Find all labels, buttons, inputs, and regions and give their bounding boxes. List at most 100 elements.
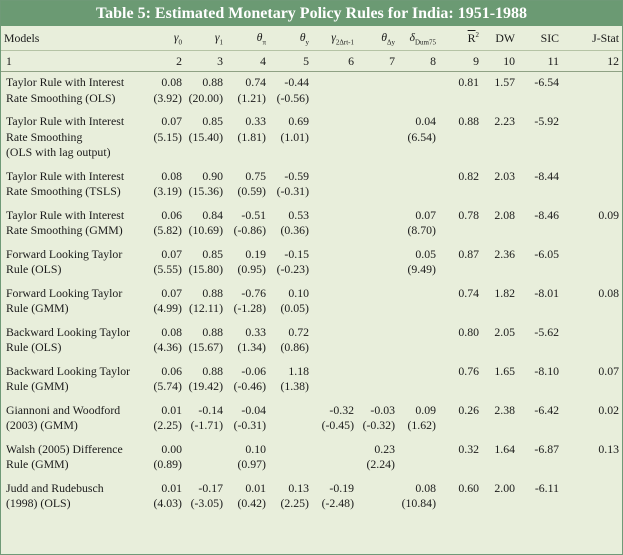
coefficient-value: 0.23 bbox=[374, 441, 395, 456]
coefficient-value: 0.06 bbox=[161, 207, 182, 222]
model-name-line: Rate Smoothing (TSLS) bbox=[6, 184, 121, 198]
t-statistic: (0.59) bbox=[237, 184, 266, 198]
estimate-cell: 0.75 (0.59) bbox=[226, 166, 269, 205]
model-name: Taylor Rule with Interest Rate Smoothing … bbox=[1, 166, 144, 205]
estimate-cell bbox=[312, 361, 357, 400]
estimate-cell: 0.69 (1.01) bbox=[269, 111, 312, 166]
table-row: Forward Looking Taylor Rule (OLS) 0.07 (5.5… bbox=[1, 244, 622, 283]
estimate-cell: 0.87 bbox=[439, 244, 482, 283]
header-row: Models γ0 γ1 θπ θy γ2Δrt-1 θΔy δDum75 R2… bbox=[1, 26, 622, 51]
coefficient-value: 0.06 bbox=[161, 363, 182, 378]
model-name-line: (OLS with lag output) bbox=[6, 145, 111, 159]
coefficient-value: 2.00 bbox=[494, 480, 515, 495]
coefficient-value: 2.03 bbox=[494, 168, 515, 183]
estimate-cell: 0.76 bbox=[439, 361, 482, 400]
coefficient-value: 0.00 bbox=[161, 441, 182, 456]
estimate-cell: 0.19 (0.95) bbox=[226, 244, 269, 283]
coefficient-value: 0.08 bbox=[161, 168, 182, 183]
estimate-cell: 0.88 (12.11) bbox=[185, 283, 226, 322]
t-statistic: (-0.56) bbox=[276, 90, 309, 105]
coefficient-value: 0.32 bbox=[458, 441, 479, 456]
coefficient-value: -0.04 bbox=[241, 402, 266, 417]
estimate-cell: 0.00 (0.89) bbox=[144, 439, 185, 478]
estimate-cell: 1.64 bbox=[482, 439, 518, 478]
estimate-cell bbox=[312, 111, 357, 166]
t-statistic: (1.81) bbox=[237, 129, 266, 144]
coefficient-value: 0.76 bbox=[458, 363, 479, 378]
estimate-cell: 0.07 bbox=[562, 361, 622, 400]
coefficient-value: 0.10 bbox=[245, 441, 266, 456]
t-statistic: (15.40) bbox=[188, 129, 223, 144]
estimate-cell: 0.74 (1.21) bbox=[226, 72, 269, 112]
coefficient-value: 0.80 bbox=[458, 324, 479, 339]
table-row: Giannoni and Woodford (2003) (GMM) 0.01 (2.… bbox=[1, 400, 622, 439]
coefficient-value: 0.78 bbox=[458, 207, 479, 222]
coefficient-value: 0.26 bbox=[458, 402, 479, 417]
coefficient-value: 0.69 bbox=[288, 114, 309, 128]
t-statistic: (-2.48) bbox=[321, 496, 354, 510]
estimate-cell: 0.88 bbox=[439, 111, 482, 166]
coefficient-value: -5.92 bbox=[534, 114, 559, 128]
model-name-line: Taylor Rule with Interest bbox=[6, 207, 125, 222]
model-name-line: Walsh (2005) Difference bbox=[6, 441, 123, 456]
estimate-cell: 2.38 bbox=[482, 400, 518, 439]
coefficient-value: -0.03 bbox=[370, 402, 395, 417]
estimate-cell bbox=[357, 205, 398, 244]
header-delta-dum75: δDum75 bbox=[409, 29, 436, 47]
estimate-cell: 1.18 (1.38) bbox=[269, 361, 312, 400]
estimate-cell bbox=[269, 400, 312, 439]
coefficient-value: 0.09 bbox=[598, 207, 619, 222]
t-statistic: (-0.31) bbox=[233, 418, 266, 432]
estimate-cell: 0.01 (4.03) bbox=[144, 478, 185, 517]
t-statistic: (-0.86) bbox=[233, 223, 266, 237]
estimate-cell bbox=[398, 166, 439, 205]
estimate-cell: 2.03 bbox=[482, 166, 518, 205]
coefficient-value: -8.01 bbox=[534, 285, 559, 300]
table-row: Forward Looking Taylor Rule (GMM) 0.07 (4.9… bbox=[1, 283, 622, 322]
coefficient-value: -0.17 bbox=[198, 480, 223, 495]
table-row: Taylor Rule with Interest Rate Smoothing … bbox=[1, 72, 622, 112]
t-statistic: (15.67) bbox=[188, 340, 223, 354]
estimate-cell bbox=[398, 439, 439, 478]
t-statistic: (6.54) bbox=[407, 129, 436, 144]
coefficient-value: 0.72 bbox=[288, 324, 309, 339]
coefficient-value: 0.07 bbox=[161, 246, 182, 261]
estimate-cell: 0.88 (19.42) bbox=[185, 361, 226, 400]
estimate-cell bbox=[357, 322, 398, 361]
estimate-cell: 0.82 bbox=[439, 166, 482, 205]
coefficient-value: 2.36 bbox=[494, 246, 515, 261]
t-statistic: (8.70) bbox=[407, 223, 436, 237]
table-row: Walsh (2005) Difference Rule (GMM) 0.00 (0.… bbox=[1, 439, 622, 478]
coefficient-value: -6.54 bbox=[534, 75, 559, 89]
estimate-cell: 0.13 (2.25) bbox=[269, 478, 312, 517]
estimate-cell: 0.08 (3.19) bbox=[144, 166, 185, 205]
estimate-cell bbox=[562, 244, 622, 283]
estimate-cell: 0.08 bbox=[562, 283, 622, 322]
header-theta-pi: θπ bbox=[256, 29, 266, 47]
coefficient-value: 1.57 bbox=[494, 75, 515, 89]
model-name-line: Backward Looking Taylor bbox=[6, 363, 131, 378]
model-name: Taylor Rule with Interest Rate Smoothing … bbox=[1, 72, 144, 112]
estimate-cell bbox=[398, 322, 439, 361]
column-number: 2 bbox=[176, 53, 182, 68]
coefficient-value: -8.46 bbox=[534, 207, 559, 222]
coefficient-value: -6.42 bbox=[534, 402, 559, 417]
coefficient-value: 0.07 bbox=[415, 207, 436, 222]
model-name-line: Giannoni and Woodford bbox=[6, 402, 121, 417]
t-statistic: (4.99) bbox=[153, 301, 182, 315]
coefficient-value: 1.65 bbox=[494, 363, 515, 378]
estimate-cell: 2.08 bbox=[482, 205, 518, 244]
estimate-cell bbox=[312, 72, 357, 112]
estimate-cell: 1.82 bbox=[482, 283, 518, 322]
estimate-cell: 0.33 (1.34) bbox=[226, 322, 269, 361]
estimate-cell: -0.44 (-0.56) bbox=[269, 72, 312, 112]
estimate-cell: 0.04 (6.54) bbox=[398, 111, 439, 166]
estimate-cell: 0.32 bbox=[439, 439, 482, 478]
estimate-cell bbox=[312, 244, 357, 283]
estimate-cell: 0.13 bbox=[562, 439, 622, 478]
coefficient-value: 0.88 bbox=[202, 75, 223, 89]
model-name-line: Taylor Rule with Interest bbox=[6, 75, 125, 89]
coefficient-value: 0.07 bbox=[161, 114, 182, 128]
estimate-cell: 0.10 (0.05) bbox=[269, 283, 312, 322]
coefficient-value: -5.62 bbox=[534, 324, 559, 339]
